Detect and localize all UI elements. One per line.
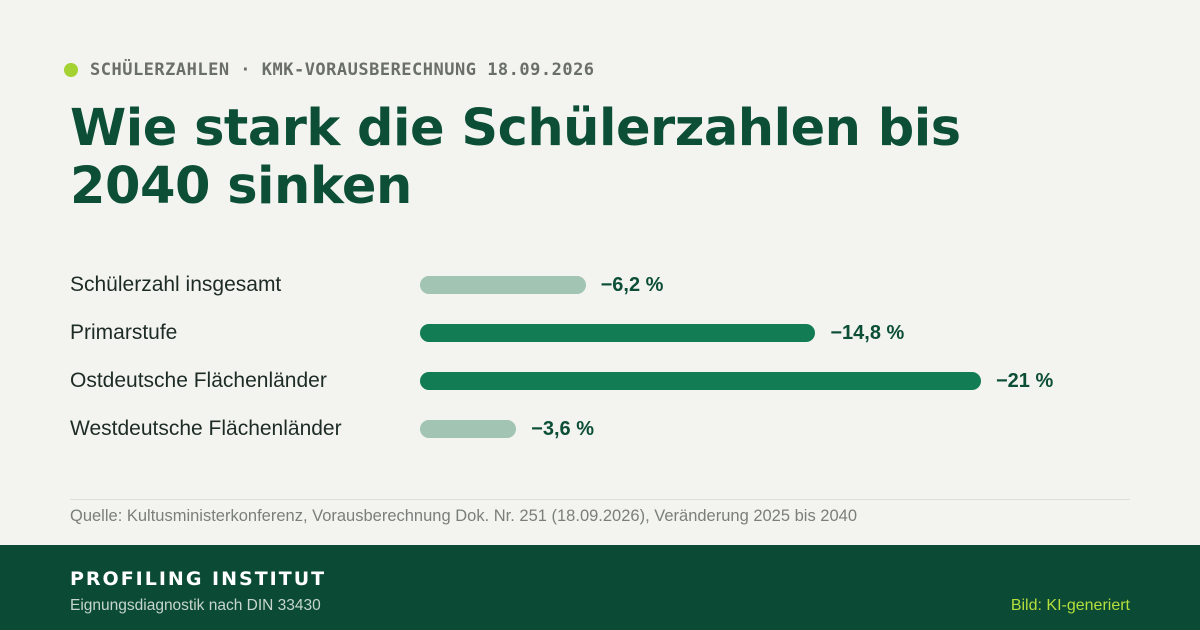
bar [420,324,816,342]
chart-row: Primarstufe −14,8 % [0,306,1200,354]
bar [420,276,586,294]
value-label: −3,6 % [531,418,594,440]
brand-name: PROFILING INSTITUT [70,568,327,590]
kicker: SCHÜLERZAHLEN · KMK-VORAUSBERECHNUNG 18.… [64,59,595,81]
kicker-dot-icon [64,63,78,77]
bar-chart: Schülerzahl insgesamt −6,2 % Primarstufe −1… [0,258,1200,458]
category-label: Schülerzahl insgesamt [70,273,282,296]
value-label: −14,8 % [830,322,905,344]
kicker-text: SCHÜLERZAHLEN · KMK-VORAUSBERECHNUNG 18.… [90,60,595,80]
category-label: Ostdeutsche Flächenländer [70,369,327,392]
chart-row: Westdeutsche Flächenländer −3,6 % [0,402,1200,450]
footer: PROFILING INSTITUT Eignungsdiagnostik na… [0,545,1200,630]
chart-row: Ostdeutsche Flächenländer −21 % [0,354,1200,402]
bar [420,372,981,390]
divider [70,499,1130,500]
chart-row: Schülerzahl insgesamt −6,2 % [0,258,1200,306]
source-note: Quelle: Kultusministerkonferenz, Vorausb… [70,507,858,525]
bar [420,420,517,438]
value-label: −6,2 % [600,274,664,296]
page-title: Wie stark die Schülerzahlen bis 2040 sin… [70,99,961,216]
brand-subtitle: Eignungsdiagnostik nach DIN 33430 [70,597,321,614]
image-credit: Bild: KI-generiert [1010,597,1130,614]
value-label: −21 % [996,370,1054,392]
category-label: Westdeutsche Flächenländer [70,417,342,440]
category-label: Primarstufe [70,321,178,344]
